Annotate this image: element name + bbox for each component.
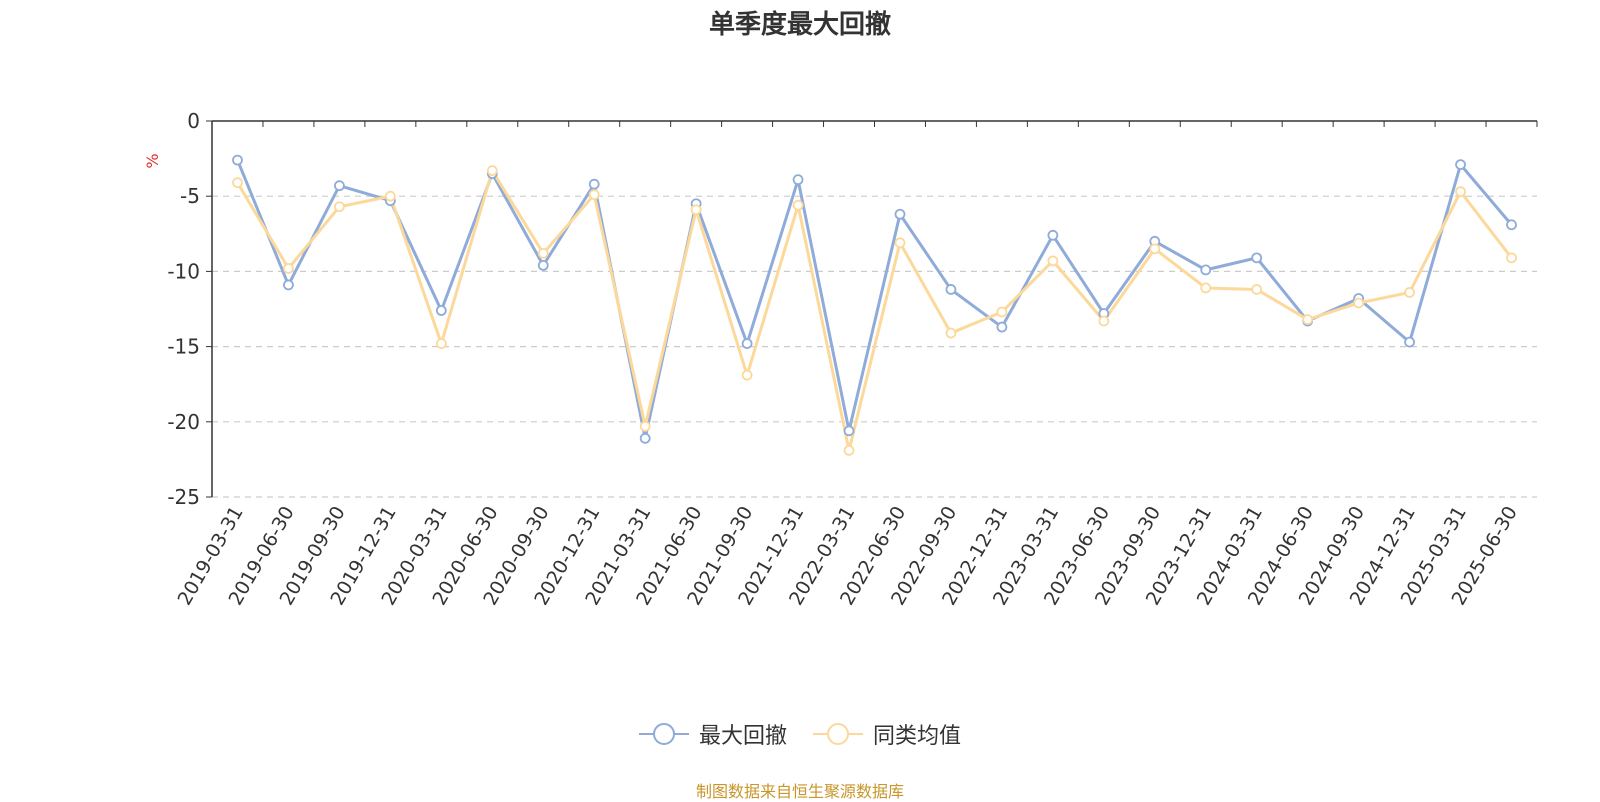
series-1-point (588, 178, 600, 190)
series-2-point (843, 444, 855, 456)
series-2-point (1455, 186, 1466, 198)
series-1-point (435, 305, 447, 316)
legend-label-series1: 最大回撤 (698, 724, 787, 749)
series-1-point (843, 425, 855, 437)
series-1-point (334, 180, 345, 192)
y-tick-label: -5 (180, 184, 200, 208)
series-2-point (996, 306, 1008, 318)
y-tick-label: 0 (187, 109, 200, 133)
y-tick-label: -25 (167, 485, 200, 509)
chart-title: 单季度最大回撤 (708, 10, 891, 40)
series-1-point (741, 338, 753, 349)
series-2-point (639, 420, 651, 432)
legend-marker-series2 (813, 723, 863, 745)
source-note: 制图数据来自恒生聚源数据库 (695, 782, 904, 801)
series-1-point (1506, 219, 1517, 231)
series-1-point (1404, 336, 1415, 348)
series-2-point (1251, 284, 1263, 295)
legend-item-series2[interactable]: 同类均值 (813, 718, 961, 750)
series-2-point (1302, 314, 1314, 325)
series-2-point (232, 177, 243, 189)
series-2-point (1149, 243, 1161, 255)
series-2-point (435, 338, 447, 349)
y-tick-label: -20 (167, 410, 200, 434)
series-line-2 (236, 169, 1513, 452)
series-2-point (334, 201, 345, 213)
series-1-point (996, 321, 1008, 333)
series-1-point (1251, 252, 1263, 264)
series-2-point (792, 199, 804, 211)
legend-marker-series1 (638, 723, 689, 745)
series-2-point (1353, 297, 1365, 309)
series-line-1 (236, 159, 1513, 440)
y-tick-label: -10 (167, 259, 200, 283)
series-2-point (1506, 252, 1517, 264)
series-2-point (1098, 315, 1110, 327)
series-1-point (792, 174, 804, 186)
series-2-point (1200, 282, 1212, 294)
series-2-point (741, 369, 753, 381)
legend-item-series1[interactable]: 最大回撤 (638, 718, 787, 750)
series-2-point (945, 327, 957, 339)
series-2-point (588, 189, 600, 201)
series-1-point (894, 208, 906, 220)
series-2-point (894, 237, 906, 249)
series-1-point (1047, 229, 1059, 241)
series-2-point (486, 165, 498, 177)
series-2-point (1404, 287, 1415, 298)
series-1-point (1455, 159, 1466, 171)
series-1-point (639, 432, 651, 444)
series-1-point (232, 154, 243, 166)
legend[interactable]: 最大回撤 同类均值 (0, 718, 1600, 750)
series-2-point (1047, 255, 1059, 267)
series-1-point (1200, 264, 1212, 276)
series-2-point (690, 204, 702, 216)
legend-label-series2: 同类均值 (873, 724, 962, 749)
series-1-point (537, 259, 549, 271)
series-2-point (384, 190, 396, 202)
series-2-point (537, 247, 549, 259)
series-1-point (945, 284, 957, 295)
series-1-point (283, 279, 294, 291)
y-axis-unit-label: % (143, 153, 162, 168)
series-2-point (283, 262, 294, 274)
y-tick-label: -15 (167, 335, 200, 359)
